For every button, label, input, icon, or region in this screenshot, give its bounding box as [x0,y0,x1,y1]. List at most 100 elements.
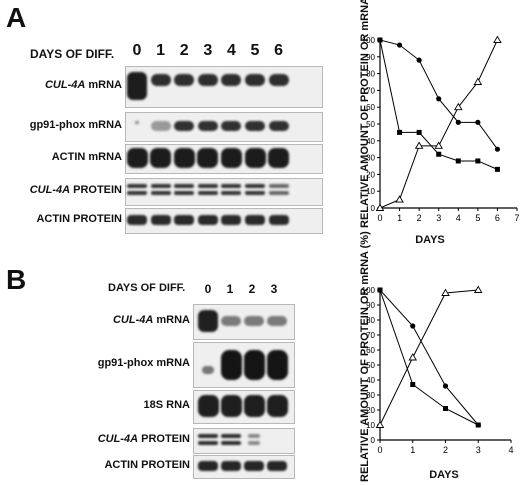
chart-a-ytick-label-40: 40 [366,137,375,146]
chart-b-ytick-label-20: 20 [366,406,375,415]
panel-b-band-1-1 [220,350,242,380]
chart-a-series-1-point-2 [416,129,422,135]
chart-a-ytick-label-90: 90 [366,53,375,62]
chart-b-series-0-point-1 [410,323,416,329]
chart-a-series-1-point-5 [475,158,481,164]
chart-a-ytick-label-100: 100 [362,36,376,45]
chart-a-xtick-label-0: 0 [377,213,382,223]
chart-b-series-1-point-2 [443,406,448,411]
panel-a-day-3: 3 [203,42,213,59]
panel-a-band-0-2 [174,74,195,86]
panel-b-row-label-2: 18S RNA [143,399,190,411]
chart-a-ytick-label-10: 10 [366,187,375,196]
panel-b-day-0: 0 [204,282,212,296]
chart-b-series-1-line [379,289,479,426]
panel-a-band-2-2 [173,148,195,168]
panel-a-band-3-3 [197,184,218,188]
panel-a-band-1-2 [174,121,195,131]
panel-a-band-3-5-lower [245,191,265,195]
chart-a-xtick-label-1: 1 [397,213,402,223]
panel-a-band-0-0 [127,72,147,100]
panel-b-days-header: DAYS OF DIFF. [108,282,186,294]
chart-b-ytick-label-80: 80 [366,316,375,325]
chart-a-series-2-point-3 [434,141,443,149]
panel-a-blot-0 [125,66,323,108]
chart-a-xlabel: DAYS [415,234,445,246]
panel-b-band-2-0 [197,395,219,417]
chart-b-ytick-label-50: 50 [366,361,375,370]
chart-a-ytick-label-0: 0 [371,204,376,213]
panel-b-band-0-2 [244,316,264,326]
panel-a-band-0-3 [197,74,218,86]
chart-a-series-2-point-0 [375,203,385,211]
panel-b-band-0-0 [198,310,218,332]
chart-a-series-0-point-4 [455,119,461,125]
chart-a-series-1-point-3 [436,151,442,157]
chart-b-series-2-line [379,289,479,426]
panel-a-band-4-4 [221,215,242,225]
panel-a-band-1-5 [245,121,265,131]
panel-b-band-3-3-lower [267,441,287,445]
chart-a-xtick-label-4: 4 [456,213,461,223]
chart-b-xtick-label-2: 2 [443,445,448,455]
chart-b-ytick-label-40: 40 [366,376,375,385]
panel-b-band-4-2 [244,461,264,471]
panel-b-band-3-0 [198,434,218,438]
panel-a-band-2-1 [150,148,172,168]
panel-b-blot-3 [193,428,295,454]
panel-a-band-4-6 [268,215,289,225]
panel-b-band-3-2-lower [248,441,260,445]
panel-a-day-4: 4 [226,42,236,59]
panel-a-band-3-4-lower [221,191,242,195]
panel-b-row-label-4: ACTIN PROTEIN [104,459,190,471]
chart-a-series-2-point-1 [395,195,404,203]
panel-a-band-4-5 [245,215,265,225]
panel-b-band-3-2 [248,434,260,438]
panel-a-band-1-1 [150,121,171,131]
chart-b-xtick-label-4: 4 [508,445,513,455]
panel-b-band-3-3 [267,434,287,438]
panel-a-band-3-4 [221,184,242,188]
panel-a-band-0-5 [245,74,265,86]
chart-b-xlabel: DAYS [429,469,459,481]
panel-a-row-label-1: gp91-phox mRNA [29,119,122,131]
panel-b-band-3-1 [221,434,241,438]
chart-a-series-2-point-2 [414,141,424,149]
chart-a-ytick-label-60: 60 [366,103,375,112]
panel-a-band-3-1 [150,184,171,188]
panel-b-band-4-0 [198,461,218,471]
chart-a-series-0-point-2 [416,57,422,63]
chart-b-xtick-label-0: 0 [377,445,382,455]
panel-a-row-label-2: ACTIN mRNA [51,151,122,163]
chart-a-xtick-label-2: 2 [417,213,422,223]
panel-b-band-2-2 [243,395,265,417]
chart-b-ytick-label-30: 30 [366,391,375,400]
chart-b-series-1-point-3 [475,422,481,428]
chart-b-ytick-label-70: 70 [366,331,375,340]
chart-a-series-0-point-5 [475,119,481,125]
chart-a-xtick-label-6: 6 [495,213,500,223]
chart-b-series-1-point-0 [377,287,383,293]
panel-b-day-1: 1 [226,282,234,296]
panel-a-days-header: DAYS OF DIFF. [30,47,115,61]
panel-b-letter: B [6,264,27,295]
panel-b-band-4-3 [267,461,287,471]
chart-b-series-2-point-1 [408,353,418,361]
panel-a-band-2-5 [244,148,266,168]
chart-a-series-1-line [379,39,498,170]
panel-a-band-0-6 [268,74,289,86]
panel-a-day-2: 2 [179,42,189,59]
chart-a: 0 10 20 30 40 50 60 70 80 90 100 0 1 2 3 4 5 6 7 [362,35,520,223]
chart-a-series-0-point-1 [396,42,403,48]
panel-a-band-2-4 [220,148,242,168]
panel-a-band-3-3-lower [197,191,218,195]
panel-a-band-2-6 [268,148,290,168]
panel-b-band-2-3 [266,395,288,417]
chart-a-series-1-point-4 [455,158,461,164]
panel-a-band-1-6 [268,121,289,131]
chart-b-xtick-label-3: 3 [476,445,481,455]
chart-b-series-0-line [379,289,479,426]
panel-a-row-label-3: CUL-4A PROTEIN [29,184,122,196]
panel-a-band-3-1-lower [150,191,171,195]
chart-b-series-0-point-2 [442,383,449,389]
